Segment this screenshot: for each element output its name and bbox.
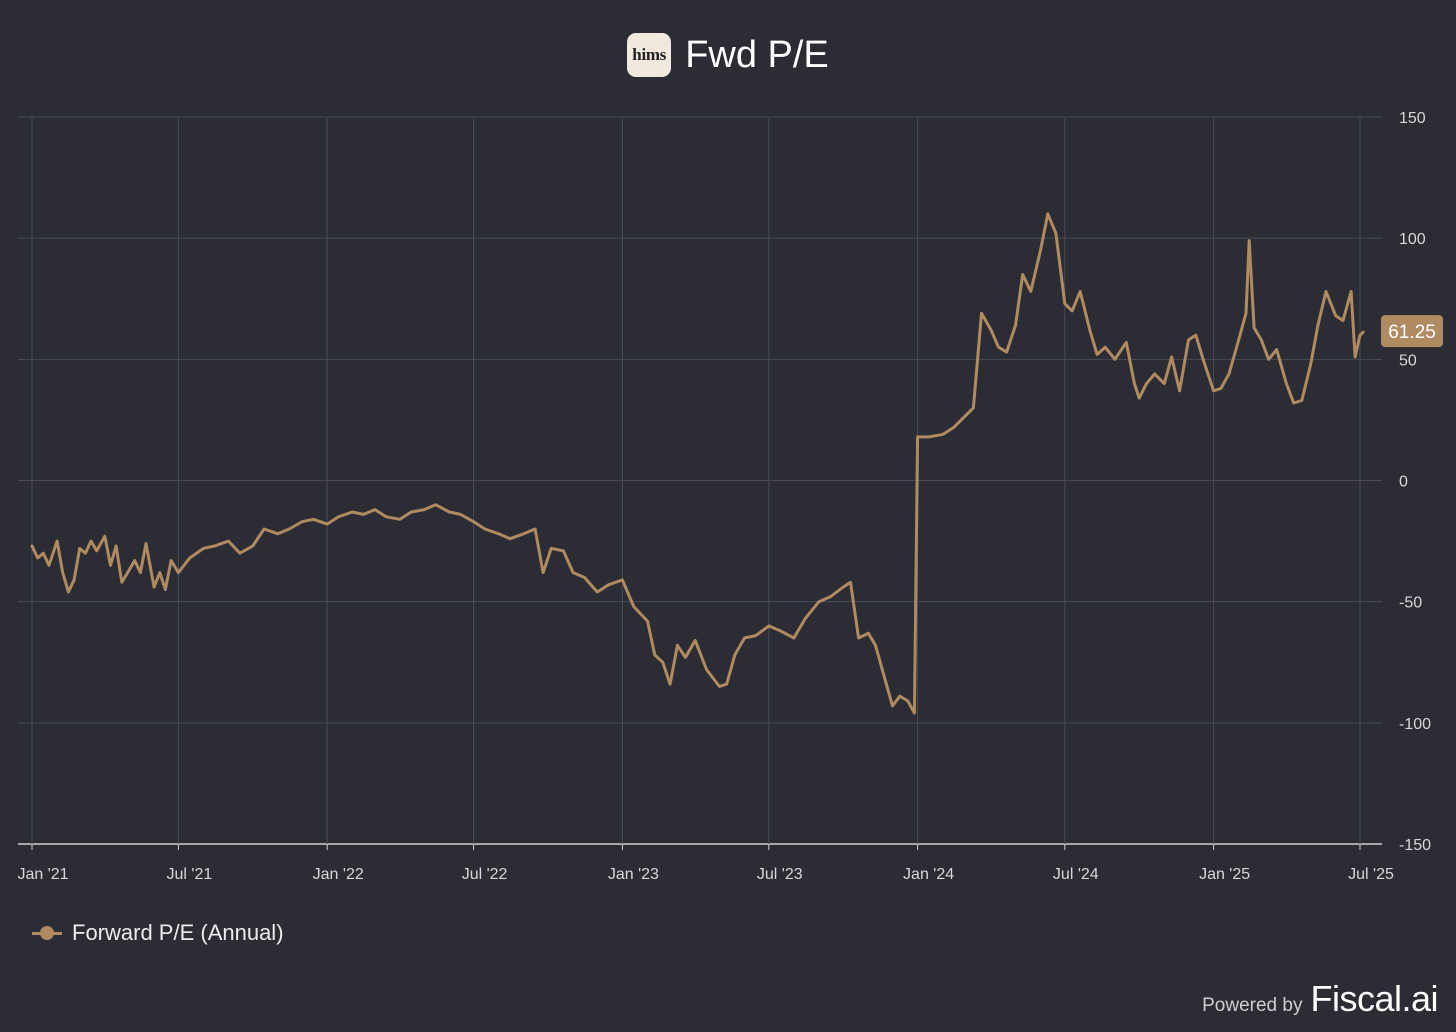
last-value-badge xyxy=(1381,315,1443,348)
y-tick-label: -150 xyxy=(1399,837,1431,854)
x-tick-label: Jul '21 xyxy=(167,866,213,883)
chart-header: hims Fwd P/E xyxy=(0,30,1456,80)
chart-title: Fwd P/E xyxy=(685,33,829,76)
x-tick-label: Jul '22 xyxy=(462,866,508,883)
series-line-forward-pe[interactable] xyxy=(30,212,1365,715)
company-logo: hims xyxy=(627,33,672,77)
x-tick-label: Jan '25 xyxy=(1199,866,1250,883)
grid xyxy=(18,116,1382,850)
series xyxy=(30,212,1365,715)
x-tick-label: Jan '21 xyxy=(17,866,68,883)
legend-marker-icon xyxy=(32,925,62,941)
y-tick-label: 100 xyxy=(1399,231,1426,248)
powered-by-text: Powered by xyxy=(1202,995,1303,1016)
y-tick-label: 50 xyxy=(1399,352,1417,369)
attribution: Powered by Fiscal.ai xyxy=(1202,978,1438,1020)
y-tick-label: 0 xyxy=(1399,474,1408,491)
y-tick-label: -50 xyxy=(1399,595,1422,612)
x-axis: Jan '21 Jul '21 Jan '22 Jul '22 Jan '23 Jul '… xyxy=(17,866,1394,883)
legend[interactable]: Forward P/E (Annual) xyxy=(32,918,284,948)
x-tick-label: Jul '25 xyxy=(1348,866,1394,883)
last-value: 61.25 xyxy=(1381,315,1443,348)
x-tick-label: Jan '22 xyxy=(313,866,364,883)
x-tick-label: Jul '23 xyxy=(757,866,803,883)
y-tick-label: 150 xyxy=(1399,110,1426,127)
y-tick-label: -100 xyxy=(1399,716,1431,733)
x-tick-label: Jan '24 xyxy=(903,866,954,883)
x-tick-label: Jan '23 xyxy=(608,866,659,883)
brand-logo: Fiscal.ai xyxy=(1310,978,1438,1019)
x-tick-label: Jul '24 xyxy=(1053,866,1099,883)
legend-label: Forward P/E (Annual) xyxy=(72,920,284,945)
y-axis: 150 100 50 0 -50 -100 -150 xyxy=(1399,110,1431,854)
last-value-text: 61.25 xyxy=(1388,322,1436,343)
